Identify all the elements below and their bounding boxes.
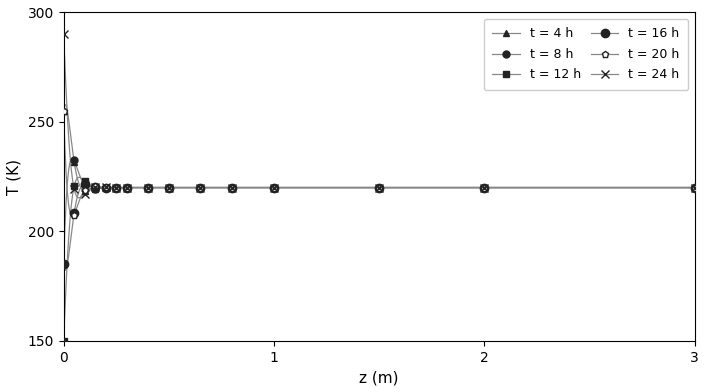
Y-axis label: T (K): T (K) — [7, 159, 22, 194]
X-axis label: z (m): z (m) — [359, 370, 399, 385]
Legend: t = 4 h, t = 8 h, t = 12 h, t = 16 h, t = 20 h, t = 24 h: t = 4 h, t = 8 h, t = 12 h, t = 16 h, t … — [484, 19, 688, 90]
